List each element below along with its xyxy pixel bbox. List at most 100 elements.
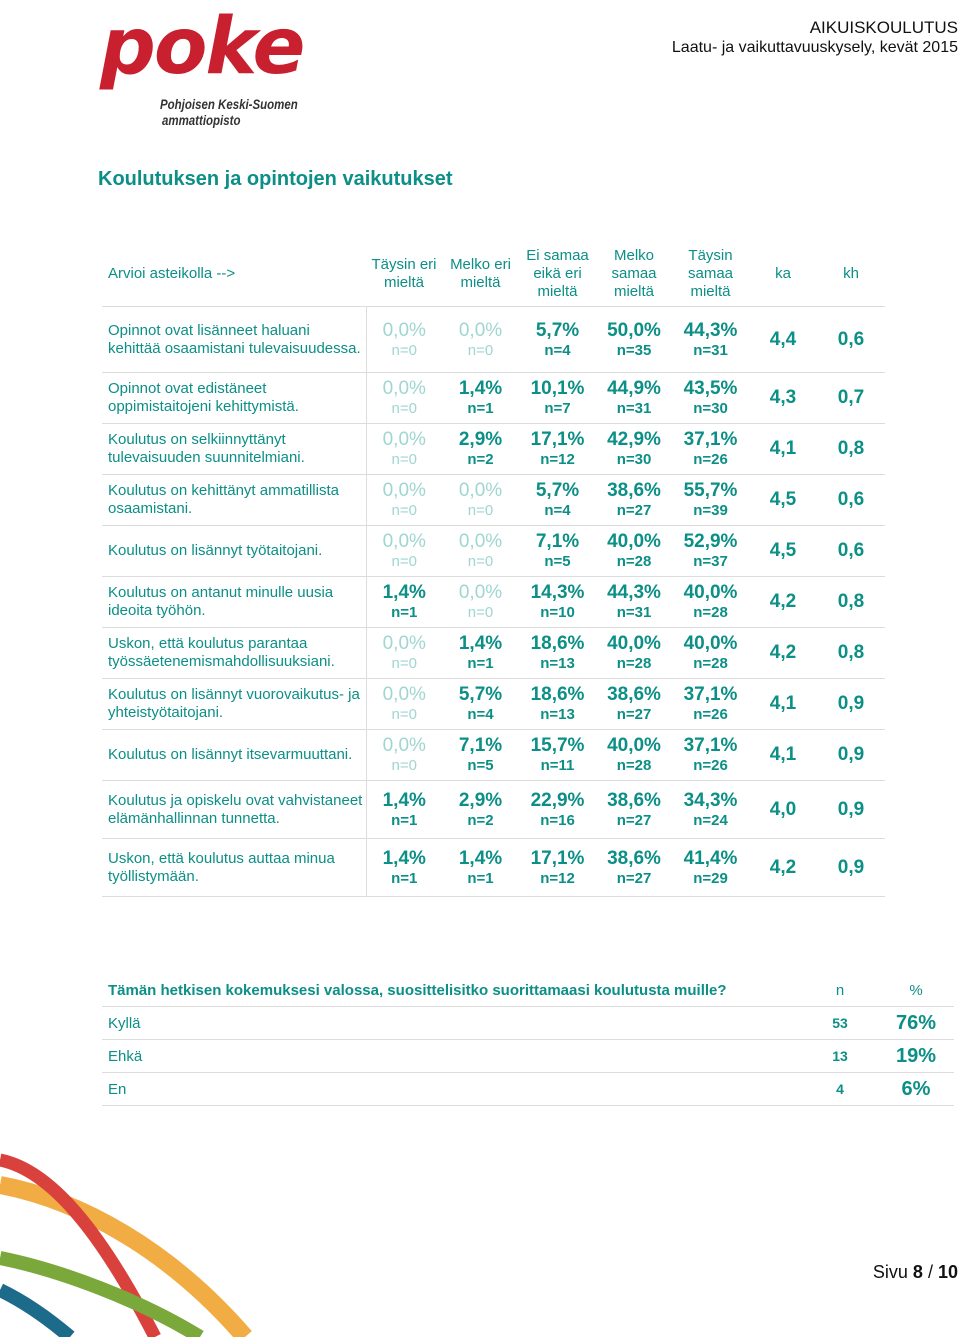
question-text: Koulutus on antanut minulle uusia ideoit… bbox=[102, 576, 366, 628]
response-count: n=0 bbox=[391, 451, 417, 468]
response-cell: 0,0% n=0 bbox=[365, 627, 442, 679]
response-count: n=2 bbox=[467, 811, 494, 829]
response-cell: 5,7% n=4 bbox=[519, 306, 596, 373]
response-count: n=35 bbox=[616, 341, 652, 359]
survey-row: Uskon, että koulutus parantaa työssäeten… bbox=[102, 627, 885, 679]
survey-row: Koulutus on lisännyt itsevarmuuttani. 0,0… bbox=[102, 729, 885, 781]
response-percent: 0,0% bbox=[382, 531, 426, 552]
response-percent: 0,0% bbox=[458, 480, 503, 501]
mean-cell: 4,4 bbox=[749, 306, 817, 373]
response-count: n=31 bbox=[616, 604, 652, 621]
response-percent: 0,0% bbox=[458, 531, 503, 552]
response-count: n=31 bbox=[616, 400, 652, 417]
std-value: 0,6 bbox=[837, 489, 865, 510]
response-cell: 0,0% n=0 bbox=[365, 678, 442, 730]
survey-row: Uskon, että koulutus auttaa minua työlli… bbox=[102, 838, 885, 897]
response-cell: 0,0% n=0 bbox=[442, 576, 519, 628]
std-cell: 0,9 bbox=[817, 838, 885, 897]
response-count: n=26 bbox=[693, 757, 728, 774]
response-percent: 0,0% bbox=[382, 378, 426, 399]
response-count: n=11 bbox=[540, 757, 575, 774]
response-percent: 40,0% bbox=[607, 531, 661, 552]
recommend-n: 4 bbox=[802, 1072, 878, 1106]
response-count: n=16 bbox=[540, 811, 575, 829]
response-count: n=12 bbox=[540, 869, 575, 887]
response-cell: 2,9% n=2 bbox=[442, 423, 519, 475]
response-cell: 14,3% n=10 bbox=[519, 576, 596, 628]
response-cell: 2,9% n=2 bbox=[442, 780, 519, 839]
response-cell: 1,4% n=1 bbox=[442, 372, 519, 424]
response-count: n=28 bbox=[616, 757, 652, 774]
response-percent: 0,0% bbox=[458, 582, 503, 603]
response-percent: 0,0% bbox=[382, 319, 426, 341]
page-number: Sivu 8 / 10 bbox=[873, 1262, 958, 1283]
response-count: n=29 bbox=[693, 869, 728, 887]
response-count: n=10 bbox=[540, 604, 575, 621]
mean-value: 4,0 bbox=[769, 798, 797, 820]
response-percent: 1,4% bbox=[382, 789, 426, 811]
mean-cell: 4,2 bbox=[749, 627, 817, 679]
response-percent: 42,9% bbox=[607, 429, 661, 450]
report-header-title: AIKUISKOULUTUS bbox=[809, 18, 958, 37]
response-percent: 44,9% bbox=[607, 378, 661, 399]
response-cell: 37,1% n=26 bbox=[672, 678, 749, 730]
response-percent: 38,6% bbox=[607, 480, 661, 501]
page-total: 10 bbox=[937, 1262, 958, 1282]
std-cell: 0,9 bbox=[817, 729, 885, 781]
response-percent: 17,1% bbox=[530, 847, 585, 869]
response-percent: 7,1% bbox=[535, 531, 580, 552]
col-header-4: Melko samaa mieltä bbox=[596, 242, 672, 307]
question-text: Koulutus on selkiinnyttänyt tulevaisuude… bbox=[102, 423, 366, 475]
response-count: n=30 bbox=[693, 400, 728, 417]
response-count: n=0 bbox=[467, 553, 494, 570]
response-cell: 17,1% n=12 bbox=[519, 423, 596, 475]
response-cell: 37,1% n=26 bbox=[672, 423, 749, 475]
response-percent: 1,4% bbox=[382, 847, 426, 869]
response-cell: 38,6% n=27 bbox=[596, 838, 672, 897]
logo-subtitle-2: ammattiopisto bbox=[162, 112, 241, 128]
response-count: n=31 bbox=[693, 341, 728, 359]
question-text: Koulutus ja opiskelu ovat vahvistaneet e… bbox=[102, 780, 366, 839]
mean-cell: 4,3 bbox=[749, 372, 817, 424]
survey-row: Koulutus on lisännyt työtaitojani. 0,0% n=… bbox=[102, 525, 885, 577]
std-value: 0,8 bbox=[837, 438, 865, 459]
response-percent: 5,7% bbox=[458, 684, 503, 705]
response-percent: 0,0% bbox=[382, 684, 426, 705]
response-count: n=13 bbox=[540, 655, 575, 672]
response-count: n=0 bbox=[467, 604, 494, 621]
page-prefix: Sivu bbox=[872, 1262, 908, 1282]
mean-value: 4,5 bbox=[769, 489, 797, 510]
response-cell: 0,0% n=0 bbox=[365, 306, 442, 373]
std-value: 0,8 bbox=[837, 642, 865, 663]
response-percent: 1,4% bbox=[458, 633, 503, 654]
response-percent: 38,6% bbox=[607, 684, 661, 705]
response-cell: 7,1% n=5 bbox=[442, 729, 519, 781]
question-text: Koulutus on kehittänyt ammatillista osaa… bbox=[102, 474, 366, 526]
mean-cell: 4,5 bbox=[749, 525, 817, 577]
response-cell: 1,4% n=1 bbox=[365, 838, 442, 897]
swoosh-orange-stripe bbox=[0, 1176, 252, 1337]
response-percent: 0,0% bbox=[382, 429, 426, 450]
response-count: n=0 bbox=[391, 706, 417, 723]
col-header-2: Melko eri mieltä bbox=[442, 242, 519, 307]
recommend-question: Tämän hetkisen kokemuksesi valossa, suos… bbox=[102, 974, 802, 1007]
response-cell: 5,7% n=4 bbox=[442, 678, 519, 730]
response-percent: 5,7% bbox=[535, 319, 580, 341]
response-cell: 0,0% n=0 bbox=[442, 474, 519, 526]
response-count: n=0 bbox=[391, 341, 417, 359]
std-cell: 0,9 bbox=[817, 678, 885, 730]
response-percent: 44,3% bbox=[607, 582, 661, 603]
response-cell: 44,3% n=31 bbox=[672, 306, 749, 373]
survey-table: Arvioi asteikolla --> Täysin eri mieltä … bbox=[102, 242, 885, 897]
response-count: n=1 bbox=[391, 604, 418, 621]
response-percent: 18,6% bbox=[530, 633, 585, 654]
response-cell: 5,7% n=4 bbox=[519, 474, 596, 526]
response-count: n=1 bbox=[391, 869, 418, 887]
response-percent: 2,9% bbox=[458, 789, 503, 811]
response-count: n=1 bbox=[467, 869, 494, 887]
response-percent: 37,1% bbox=[683, 735, 738, 756]
response-count: n=1 bbox=[467, 655, 494, 672]
recommend-n: 53 bbox=[802, 1006, 878, 1040]
section-title: Koulutuksen ja opintojen vaikutukset bbox=[98, 168, 453, 190]
response-cell: 38,6% n=27 bbox=[596, 678, 672, 730]
